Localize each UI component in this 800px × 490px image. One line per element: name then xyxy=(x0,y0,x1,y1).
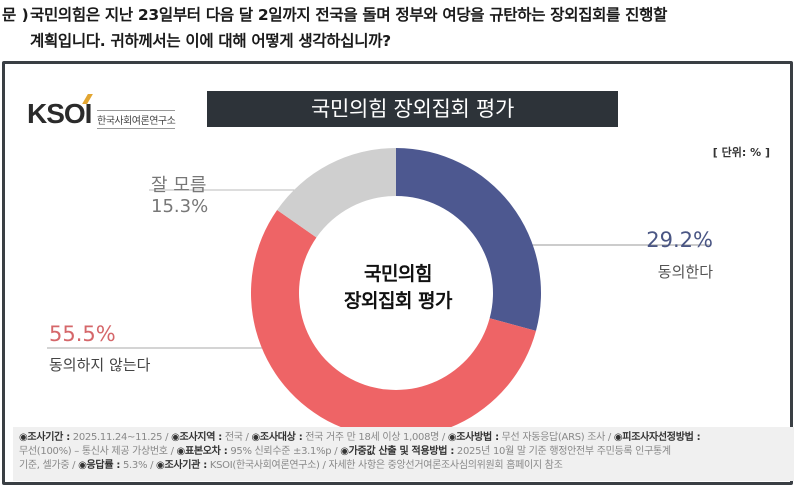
label-unknown-value: 15.3% xyxy=(151,196,209,217)
chart-title: 국민의힘 장외집회 평가 xyxy=(207,91,618,127)
footer-line-1: ◉조사기간 : 2025.11.24~11.25 / ◉조사지역 : 전국 / … xyxy=(19,431,788,445)
logo-mark: KSOI xyxy=(27,98,92,129)
center-label-line-1: 국민의힘 xyxy=(364,263,432,285)
question-prefix: 문 ) xyxy=(2,6,29,24)
footer-key: ◉조사대상 : xyxy=(251,432,303,443)
footer-value: 5.3% / xyxy=(120,460,157,471)
footer-value: 2025.11.24~11.25 / xyxy=(69,432,172,443)
footer-key: ◉피조사자선정방법 : xyxy=(613,432,701,443)
donut-center-label: 국민의힘 장외집회 평가 xyxy=(323,261,473,315)
label-disagree-name: 동의하지 않는다 xyxy=(49,356,151,374)
footer-key: ◉조사기관 : xyxy=(156,460,207,471)
label-agree-name: 동의한다 xyxy=(657,263,713,281)
footer-key: ◉조사기간 : xyxy=(19,432,70,443)
footer-key: ◉응답률 : xyxy=(78,460,121,471)
footer-value: 95% 신뢰수준 ±3.1%p / xyxy=(227,446,341,457)
footer-value: 무선(100%) – 통신사 제공 가상번호 / xyxy=(19,446,177,457)
footer-value: 전국 / xyxy=(221,432,252,443)
footer-key: ◉조사지역 : xyxy=(171,432,222,443)
label-disagree-value: 55.5% xyxy=(49,322,116,346)
label-unknown-name: 잘 모름 xyxy=(151,175,207,196)
chart-card: KSOI 한국사회여론연구소 국민의힘 장외집회 평가 [ 단위: % ] 잘 … xyxy=(2,61,794,485)
footer-value: KSOI(한국사회여론연구소) / 자세한 사항은 중앙선거여론조사심의위원회 … xyxy=(206,460,563,471)
donut-segment-unknown xyxy=(277,148,396,238)
unit-label: [ 단위: % ] xyxy=(712,146,770,159)
footer-key: ◉조사방법 : xyxy=(447,432,499,443)
footer-key: ◉가중값 산출 및 적용방법 : xyxy=(340,446,455,457)
donut-segment-agree xyxy=(396,148,541,331)
footer-value: 기준, 셀가중 / xyxy=(19,460,79,471)
survey-methodology-footer: ◉조사기간 : 2025.11.24~11.25 / ◉조사지역 : 전국 / … xyxy=(13,427,794,481)
footer-key: ◉표본오차 : xyxy=(176,446,228,457)
question-line-1: 국민의힘은 지난 23일부터 다음 달 2일까지 전국을 돌며 정부와 여당을 … xyxy=(30,6,668,24)
logo-subtitle: 한국사회여론연구소 xyxy=(97,110,176,129)
footer-value: 전국 거주 만 18세 이상 1,008명 / xyxy=(302,432,448,443)
footer-value: 무선 자동응답(ARS) 조사 / xyxy=(498,432,614,443)
donut-chart xyxy=(47,148,711,439)
question-line-2: 계획입니다. 귀하께서는 이에 대해 어떻게 생각하십니까? xyxy=(30,32,391,50)
center-label-line-2: 장외집회 평가 xyxy=(344,290,453,312)
footer-line-3: 기준, 셀가중 / ◉응답률 : 5.3% / ◉조사기관 : KSOI(한국사… xyxy=(19,459,788,473)
label-agree-value: 29.2% xyxy=(646,228,713,252)
footer-value: 2025년 10월 말 기준 행정안전부 주민등록 인구통계 xyxy=(454,446,671,457)
donut-segment-disagree xyxy=(250,210,536,439)
footer-line-2: 무선(100%) – 통신사 제공 가상번호 / ◉표본오차 : 95% 신뢰수… xyxy=(19,445,788,459)
